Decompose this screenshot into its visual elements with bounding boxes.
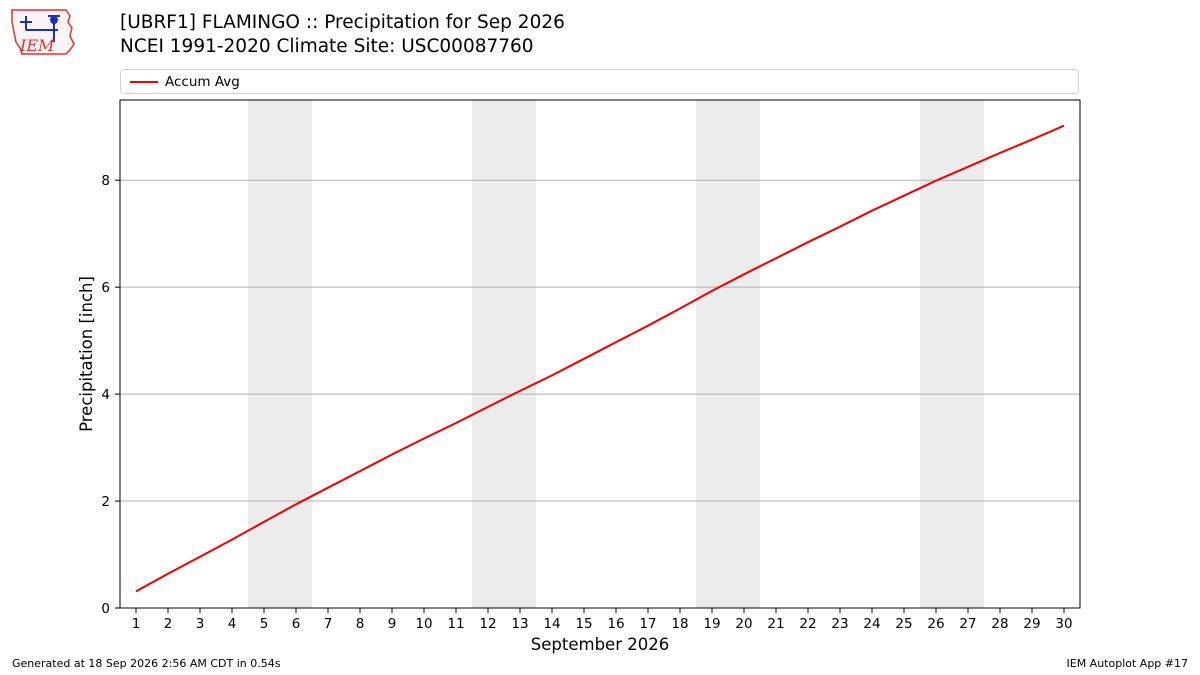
weekend-band xyxy=(728,100,760,608)
x-tick-label: 10 xyxy=(415,616,432,632)
x-tick-label: 23 xyxy=(831,616,848,632)
iem-logo: IEM xyxy=(8,6,80,58)
autoplot-app-label: IEM Autoplot App #17 xyxy=(1066,657,1189,670)
chart-subtitle: NCEI 1991-2020 Climate Site: USC00087760 xyxy=(120,36,534,57)
x-tick-label: 17 xyxy=(639,616,656,632)
weekend-band xyxy=(472,100,504,608)
x-tick-label: 30 xyxy=(1055,616,1072,632)
x-tick-label: 12 xyxy=(479,616,496,632)
weekend-band xyxy=(504,100,536,608)
x-tick-label: 9 xyxy=(388,616,397,632)
generated-timestamp: Generated at 18 Sep 2026 2:56 AM CDT in … xyxy=(12,657,281,670)
x-tick-label: 7 xyxy=(324,616,333,632)
x-tick-label: 20 xyxy=(735,616,752,632)
y-tick-label: 6 xyxy=(101,280,110,296)
x-tick-label: 13 xyxy=(511,616,528,632)
x-tick-label: 1 xyxy=(132,616,141,632)
x-tick-label: 8 xyxy=(356,616,365,632)
weekend-band xyxy=(248,100,280,608)
y-tick-label: 2 xyxy=(101,494,110,510)
y-tick-label: 4 xyxy=(101,387,110,403)
x-tick-label: 24 xyxy=(863,616,880,632)
weekend-band xyxy=(952,100,984,608)
x-tick-label: 18 xyxy=(671,616,688,632)
x-tick-label: 27 xyxy=(959,616,976,632)
chart-legend: Accum Avg xyxy=(120,69,1079,94)
x-tick-label: 19 xyxy=(703,616,720,632)
x-tick-label: 11 xyxy=(447,616,464,632)
legend-swatch-accum-avg xyxy=(130,81,158,83)
x-tick-label: 14 xyxy=(543,616,560,632)
x-tick-label: 21 xyxy=(767,616,784,632)
y-tick-label: 8 xyxy=(101,173,110,189)
x-tick-label: 5 xyxy=(260,616,269,632)
x-tick-label: 28 xyxy=(991,616,1008,632)
x-tick-label: 4 xyxy=(228,616,237,632)
x-tick-label: 15 xyxy=(575,616,592,632)
iem-logo-text: IEM xyxy=(19,36,55,55)
plot-frame xyxy=(119,99,1081,609)
legend-label-accum-avg: Accum Avg xyxy=(165,74,240,90)
weekend-band xyxy=(696,100,728,608)
x-axis-label: September 2026 xyxy=(531,635,669,654)
x-tick-label: 16 xyxy=(607,616,624,632)
x-tick-label: 25 xyxy=(895,616,912,632)
series-line-accum-avg xyxy=(135,124,1065,593)
y-tick-label: 0 xyxy=(101,601,110,617)
x-tick-label: 6 xyxy=(292,616,301,632)
y-axis-label: Precipitation [inch] xyxy=(77,276,96,432)
x-tick-label: 29 xyxy=(1023,616,1040,632)
x-tick-label: 22 xyxy=(799,616,816,632)
x-tick-label: 26 xyxy=(927,616,944,632)
chart-title: [UBRF1] FLAMINGO :: Precipitation for Se… xyxy=(120,12,565,33)
weekend-band xyxy=(280,100,312,608)
x-tick-label: 2 xyxy=(164,616,173,632)
x-tick-label: 3 xyxy=(196,616,205,632)
